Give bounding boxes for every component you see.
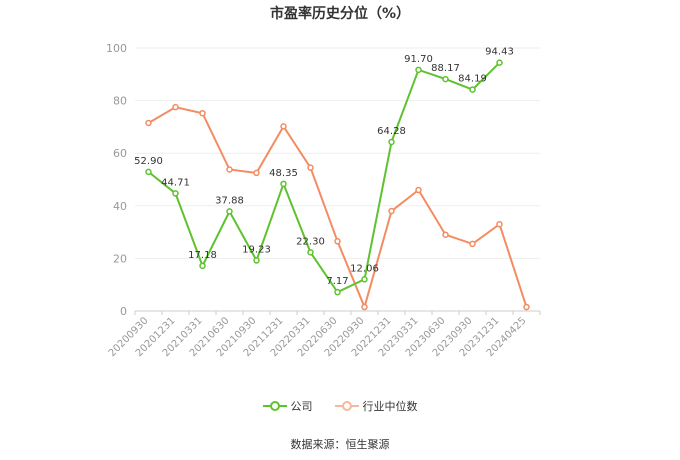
data-point-company — [253, 257, 260, 264]
data-label: 88.17 — [431, 63, 460, 74]
data-point-company — [442, 75, 449, 83]
data-label: 52.90 — [134, 156, 163, 167]
data-point-company — [361, 276, 368, 283]
y-tick-label: 20 — [113, 252, 127, 265]
data-point-industry-median — [334, 238, 341, 245]
series-line-company — [147, 61, 501, 294]
data-point-company — [388, 138, 395, 146]
data-label: 37.88 — [215, 195, 244, 206]
legend-label-company: 公司 — [290, 400, 313, 413]
data-label: 64.28 — [377, 126, 406, 137]
data-point-company — [469, 86, 476, 93]
data-point-company — [199, 262, 206, 270]
data-point-industry-median — [145, 119, 152, 127]
data-point-industry-median — [496, 220, 503, 228]
legend-swatch-industry-median — [334, 401, 359, 411]
data-point-industry-median — [253, 169, 260, 177]
data-label: 19.23 — [242, 244, 271, 255]
legend-item-company[interactable]: 公司 — [262, 398, 313, 414]
chart-title: 市盈率历史分位（%） — [269, 6, 411, 22]
data-point-industry-median — [523, 303, 530, 311]
source-note: 数据来源：恒生聚源 — [290, 438, 390, 451]
data-label: 94.43 — [485, 47, 514, 58]
data-label: 91.70 — [404, 54, 433, 65]
data-point-industry-median — [307, 164, 314, 171]
legend-label-industry-median: 行业中位数 — [362, 400, 418, 413]
data-point-industry-median — [388, 207, 395, 215]
legend-swatch-company — [262, 401, 287, 411]
data-point-company — [415, 66, 422, 74]
data-label: 22.30 — [296, 236, 325, 247]
data-point-company — [172, 190, 179, 197]
data-point-industry-median — [199, 109, 206, 117]
data-point-industry-median — [172, 103, 179, 111]
y-tick-label: 0 — [120, 305, 127, 318]
line-chart: 0204060801002020093020201231202103312021… — [106, 42, 541, 359]
data-point-industry-median — [442, 231, 449, 238]
data-point-company — [226, 208, 233, 215]
data-point-industry-median — [469, 240, 476, 248]
data-label: 84.19 — [458, 74, 487, 85]
y-tick-label: 100 — [106, 42, 127, 55]
y-tick-label: 60 — [113, 147, 127, 160]
data-point-company — [145, 168, 152, 176]
data-label: 44.71 — [161, 177, 190, 188]
data-label: 48.35 — [269, 168, 298, 179]
data-point-company — [496, 59, 503, 66]
data-label: 7.17 — [326, 276, 348, 287]
y-tick-label: 80 — [113, 95, 127, 108]
data-point-industry-median — [280, 123, 287, 130]
legend-item-industry-median[interactable]: 行业中位数 — [334, 398, 418, 414]
data-point-industry-median — [361, 303, 368, 311]
legend: 公司 行业中位数 — [0, 398, 680, 414]
data-point-industry-median — [226, 166, 233, 173]
data-point-company — [280, 180, 287, 188]
data-point-industry-median — [415, 186, 422, 194]
data-label: 17.18 — [188, 250, 217, 261]
data-label: 12.06 — [350, 263, 379, 274]
data-point-company — [334, 288, 341, 296]
data-point-company — [307, 249, 314, 256]
y-tick-label: 40 — [113, 200, 127, 213]
